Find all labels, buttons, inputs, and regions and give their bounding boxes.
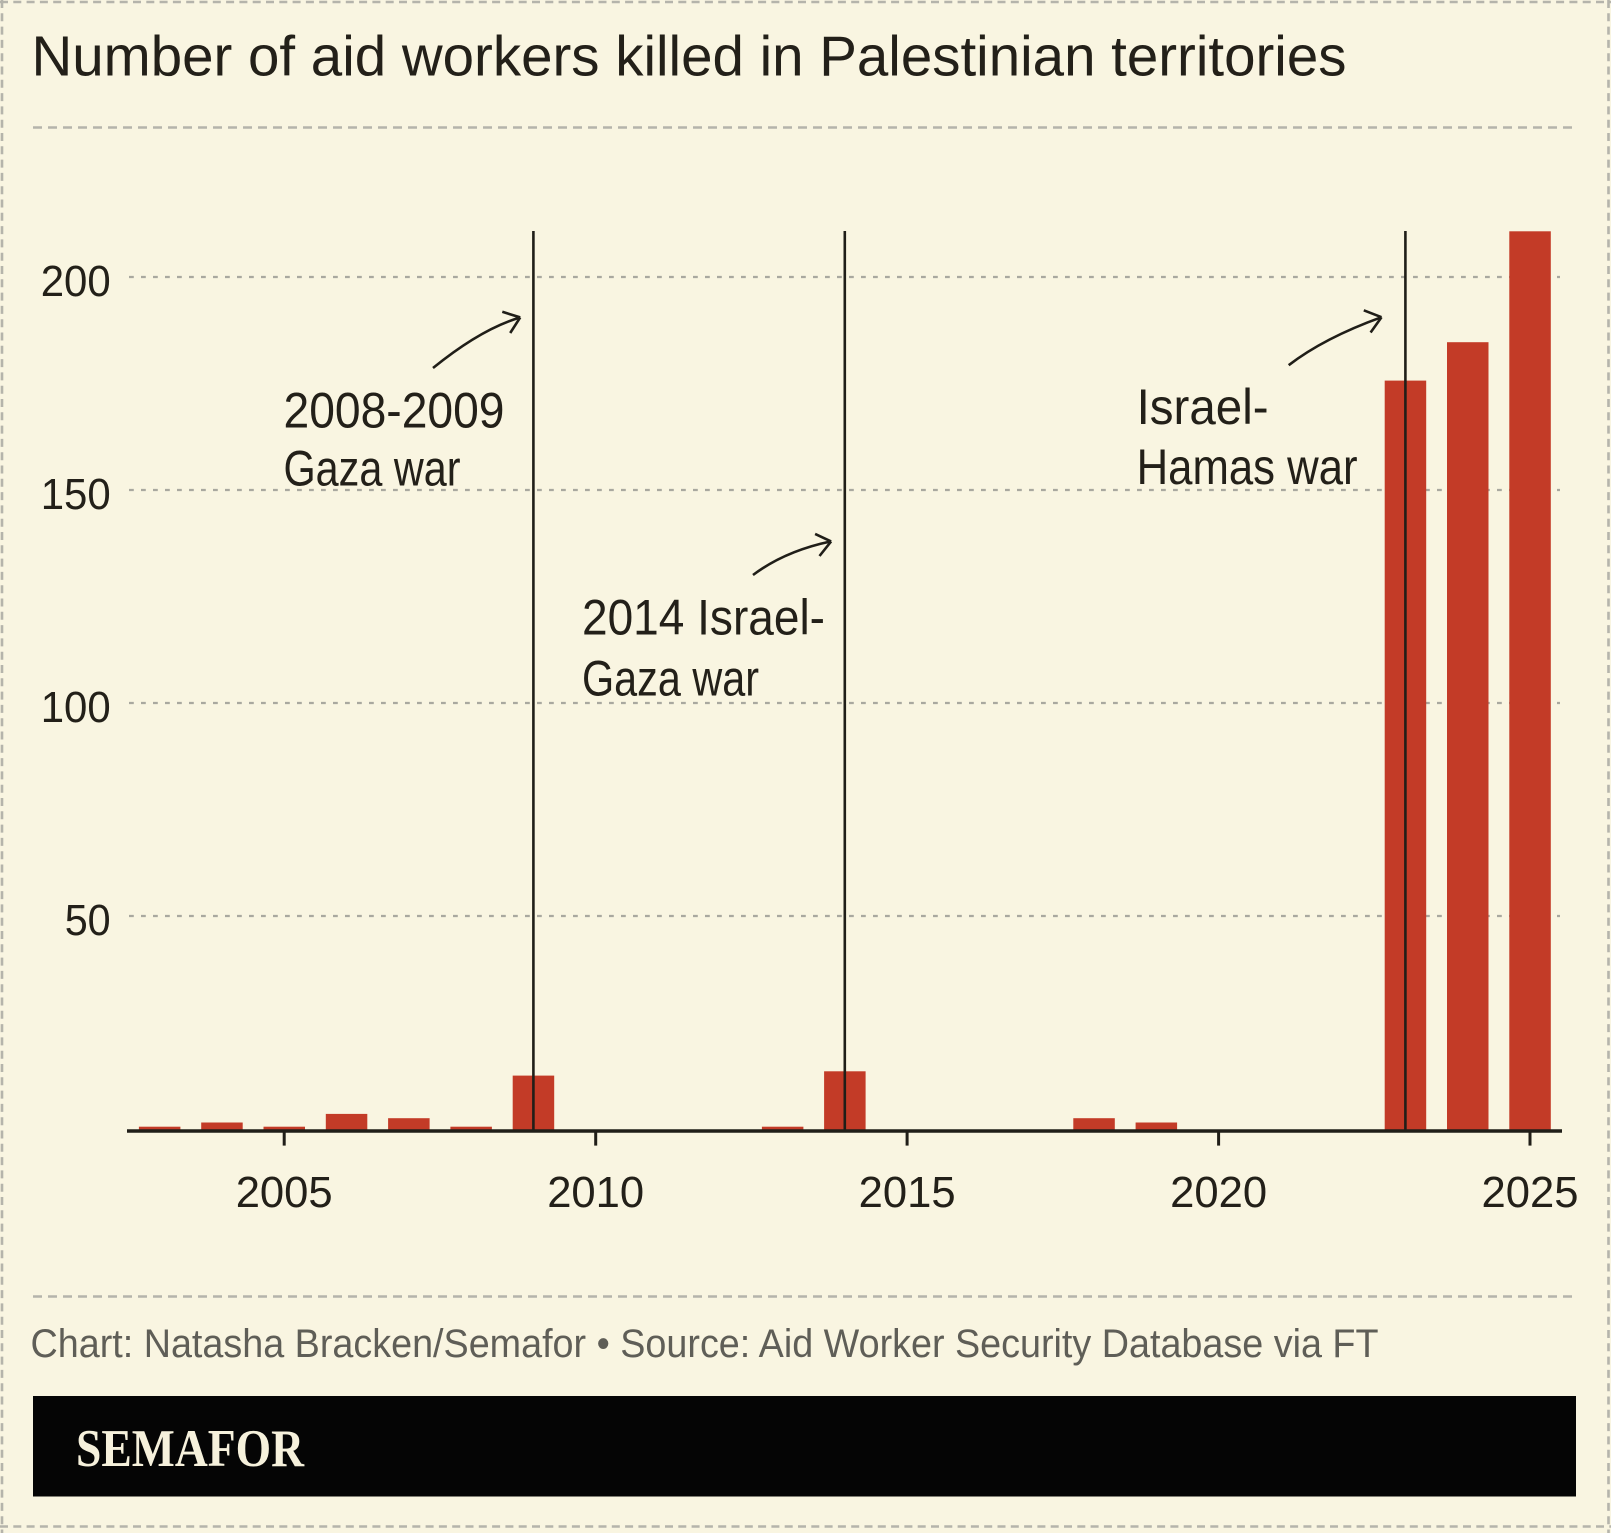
svg-text:2010: 2010 (547, 1168, 644, 1217)
svg-text:Hamas war: Hamas war (1137, 439, 1358, 495)
svg-text:Israel-: Israel- (1137, 379, 1269, 435)
svg-text:50: 50 (65, 896, 111, 945)
svg-text:SEMAFOR: SEMAFOR (76, 1420, 305, 1478)
svg-text:2014 Israel-: 2014 Israel- (582, 590, 825, 646)
svg-text:Gaza war: Gaza war (284, 441, 461, 497)
svg-text:2020: 2020 (1170, 1168, 1267, 1217)
svg-text:Chart: Natasha Bracken/Semafor: Chart: Natasha Bracken/Semafor • Source:… (31, 1322, 1379, 1366)
svg-text:2005: 2005 (236, 1168, 333, 1217)
svg-text:2025: 2025 (1482, 1168, 1579, 1217)
svg-text:150: 150 (41, 470, 111, 519)
svg-text:2008-2009: 2008-2009 (284, 383, 505, 439)
svg-text:200: 200 (41, 257, 111, 306)
svg-text:100: 100 (41, 683, 111, 732)
svg-text:Gaza war: Gaza war (582, 651, 759, 707)
svg-text:Number of aid workers killed i: Number of aid workers killed in Palestin… (32, 25, 1347, 89)
svg-text:2015: 2015 (859, 1168, 956, 1217)
